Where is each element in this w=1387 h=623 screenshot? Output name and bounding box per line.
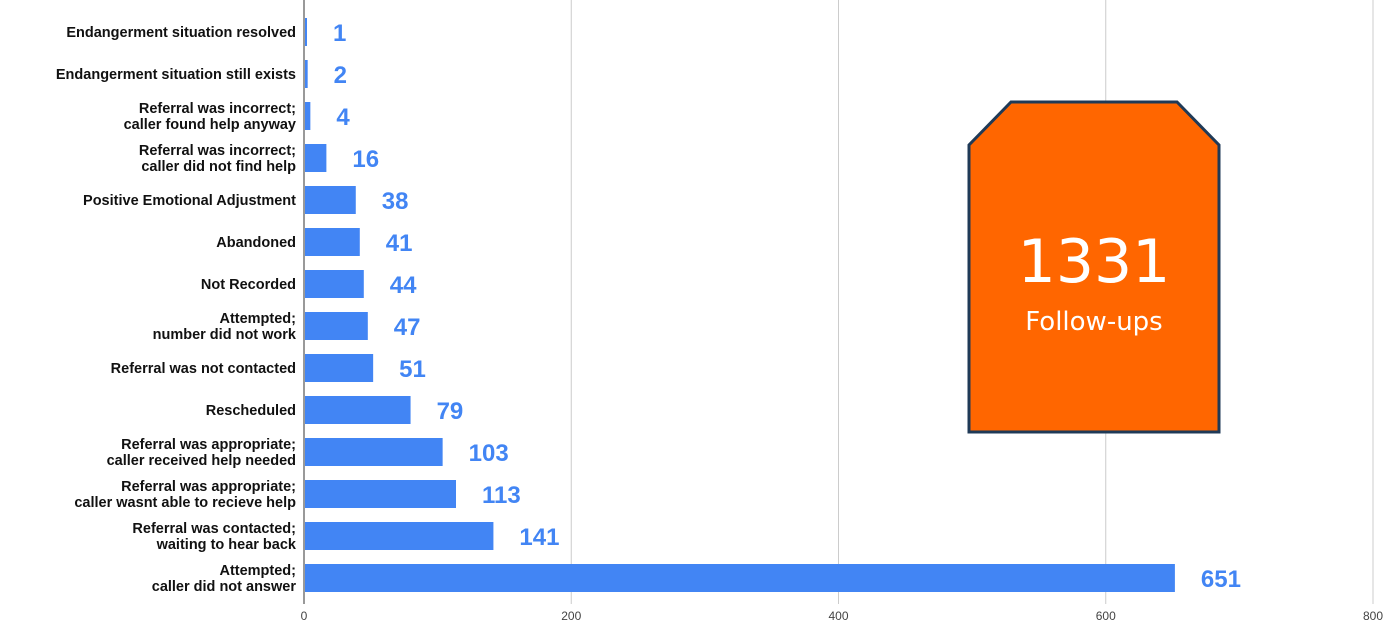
value-label: 113 <box>482 482 521 509</box>
x-tick-label: 800 <box>1363 609 1383 623</box>
value-label: 38 <box>382 188 409 215</box>
callout-value: 1331 <box>1018 227 1171 297</box>
value-label: 41 <box>386 230 413 257</box>
category-label: Not Recorded <box>201 277 296 293</box>
category-label: Referral was appropriate; caller wasnt ab… <box>74 479 296 511</box>
bar <box>305 396 411 424</box>
category-label: Referral was incorrect; caller did not fi… <box>139 143 296 175</box>
bars <box>305 18 1175 592</box>
value-label: 103 <box>469 440 509 467</box>
category-label: Referral was contacted; waiting to hear b… <box>132 521 297 553</box>
category-label: Rescheduled <box>206 403 296 419</box>
x-axis-ticks: 0 200 400 600 800 <box>301 609 1384 623</box>
value-label: 4 <box>336 104 350 131</box>
x-tick-label: 600 <box>1096 609 1116 623</box>
category-label: Attempted; caller did not answer <box>152 563 297 595</box>
bar <box>305 312 368 340</box>
x-tick-label: 200 <box>561 609 581 623</box>
value-label: 44 <box>390 272 417 299</box>
category-label: Referral was not contacted <box>111 361 296 377</box>
bar <box>305 60 308 88</box>
callout-label: Follow-ups <box>1025 307 1162 337</box>
bar <box>305 564 1175 592</box>
bar <box>305 102 311 130</box>
category-label: Endangerment situation still exists <box>56 67 296 83</box>
bar <box>305 270 364 298</box>
callout-shape <box>967 100 1221 434</box>
value-label: 2 <box>334 62 347 89</box>
value-label: 141 <box>519 524 559 551</box>
value-label: 651 <box>1201 566 1241 593</box>
category-label: Positive Emotional Adjustment <box>83 193 296 209</box>
category-label: Attempted; number did not work <box>153 311 297 343</box>
bar <box>305 186 356 214</box>
value-label: 16 <box>352 146 379 173</box>
bar <box>305 18 307 46</box>
category-label: Referral was incorrect; caller found help… <box>124 101 296 133</box>
bar <box>305 438 443 466</box>
bar <box>305 522 494 550</box>
bar <box>305 228 360 256</box>
value-label: 47 <box>394 314 421 341</box>
category-labels: Endangerment situation resolved Endangerm… <box>56 25 297 595</box>
bar <box>305 480 456 508</box>
x-tick-label: 400 <box>828 609 848 623</box>
category-label: Endangerment situation resolved <box>66 25 296 41</box>
total-callout: 1331 Follow-ups <box>967 100 1221 434</box>
bar <box>305 144 327 172</box>
value-label: 51 <box>399 356 426 383</box>
value-label: 79 <box>437 398 464 425</box>
x-tick-label: 0 <box>301 609 308 623</box>
category-label: Abandoned <box>216 235 296 251</box>
category-label: Referral was appropriate; caller received… <box>107 437 296 469</box>
bar <box>305 354 374 382</box>
value-label: 1 <box>333 20 346 47</box>
